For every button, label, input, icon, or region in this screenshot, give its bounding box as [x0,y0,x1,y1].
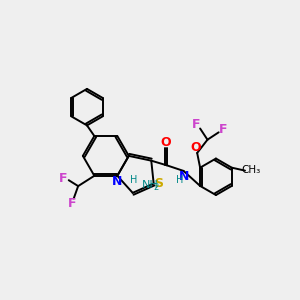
Text: N: N [112,175,122,188]
Text: F: F [68,197,76,210]
Text: F: F [219,123,227,136]
Text: CH₃: CH₃ [242,165,261,175]
Text: N: N [179,170,189,183]
Text: O: O [160,136,171,149]
Text: NH: NH [142,180,158,190]
Text: S: S [154,177,163,190]
Text: 2: 2 [154,183,159,192]
Text: F: F [59,172,68,185]
Text: H: H [176,175,184,185]
Text: H: H [130,176,137,185]
Text: O: O [190,141,201,154]
Text: F: F [191,118,200,131]
